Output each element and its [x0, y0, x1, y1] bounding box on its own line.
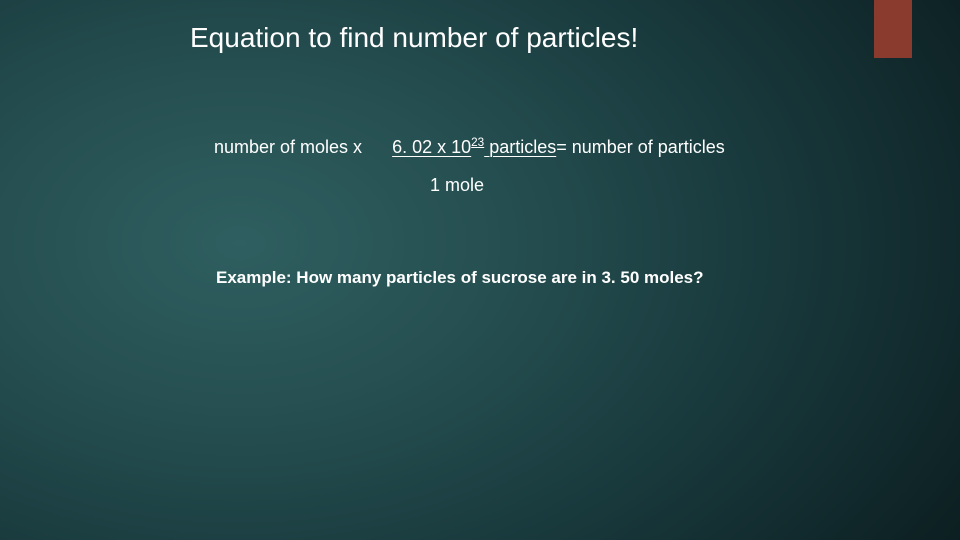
accent-bar: [874, 0, 912, 58]
example-text: Example: How many particles of sucrose a…: [216, 268, 704, 288]
equation-left: number of moles x: [214, 137, 362, 157]
equation-equals: =: [556, 137, 567, 157]
slide-title: Equation to find number of particles!: [190, 22, 638, 54]
equation-right: number of particles: [567, 137, 725, 157]
equation-line: number of moles x 6. 02 x 1023 particles…: [214, 136, 725, 158]
equation-numerator-tail: particles: [484, 137, 556, 157]
equation-numerator-exp: 23: [471, 136, 484, 149]
equation-numerator-base: 6. 02 x 10: [392, 137, 471, 157]
equation-denominator: 1 mole: [430, 175, 484, 196]
